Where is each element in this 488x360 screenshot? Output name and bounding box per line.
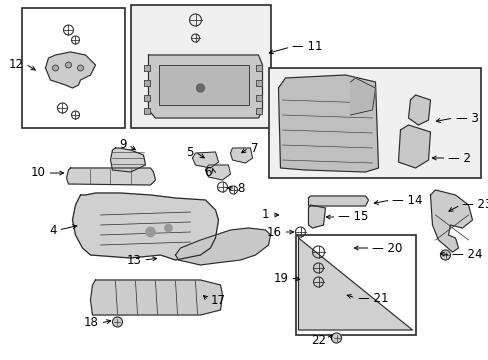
Bar (255, 95, 261, 101)
Text: 16: 16 (266, 225, 281, 238)
Text: 6: 6 (203, 166, 211, 179)
Bar (255, 80, 261, 86)
Polygon shape (350, 78, 375, 115)
Circle shape (196, 84, 204, 92)
Text: 9: 9 (119, 139, 126, 152)
Text: — 23: — 23 (462, 198, 488, 211)
Text: 8: 8 (237, 181, 244, 194)
Text: 7: 7 (250, 141, 258, 154)
Bar (255, 108, 261, 114)
Bar (143, 65, 149, 71)
Polygon shape (148, 55, 262, 118)
Text: 4: 4 (49, 224, 57, 237)
Polygon shape (278, 75, 378, 172)
Polygon shape (45, 52, 95, 88)
Polygon shape (308, 196, 368, 206)
Text: 17: 17 (210, 293, 225, 306)
Bar (143, 80, 149, 86)
Bar (255, 80, 261, 86)
Polygon shape (308, 205, 325, 228)
Bar (143, 95, 149, 101)
Bar (143, 80, 149, 86)
Bar (255, 65, 261, 71)
Bar (143, 95, 149, 101)
Text: 18: 18 (83, 316, 98, 329)
Text: 5: 5 (186, 145, 193, 158)
Bar (143, 108, 149, 114)
Polygon shape (407, 95, 429, 125)
Circle shape (145, 227, 155, 237)
Text: 13: 13 (126, 253, 141, 266)
Polygon shape (90, 280, 222, 315)
Text: 22: 22 (311, 333, 326, 346)
Polygon shape (72, 193, 218, 260)
Bar (130, 5, 270, 128)
Circle shape (52, 65, 59, 71)
Circle shape (331, 333, 341, 343)
Text: — 2: — 2 (447, 152, 470, 165)
Bar (22, 8, 125, 128)
Text: 10: 10 (31, 166, 45, 180)
Bar (268, 68, 480, 178)
Text: — 24: — 24 (451, 248, 482, 261)
Polygon shape (110, 148, 145, 172)
Circle shape (112, 317, 122, 327)
Bar (255, 65, 261, 71)
Bar (143, 108, 149, 114)
Circle shape (77, 65, 83, 71)
Circle shape (440, 250, 449, 260)
Polygon shape (429, 190, 471, 252)
Text: — 14: — 14 (392, 194, 422, 207)
Text: — 11: — 11 (292, 40, 323, 54)
Text: 19: 19 (273, 271, 288, 284)
Polygon shape (205, 165, 230, 180)
Text: — 20: — 20 (372, 242, 402, 255)
Bar (143, 65, 149, 71)
Text: — 3: — 3 (454, 112, 477, 125)
Bar (158, 65, 248, 105)
Polygon shape (398, 125, 429, 168)
Text: 12: 12 (8, 58, 23, 71)
Text: — 21: — 21 (357, 292, 387, 305)
Text: 1: 1 (262, 208, 269, 221)
Polygon shape (175, 228, 270, 265)
Polygon shape (66, 168, 155, 185)
Polygon shape (298, 238, 412, 330)
Bar (295, 235, 415, 335)
Bar (255, 95, 261, 101)
Polygon shape (230, 148, 252, 163)
Bar (255, 108, 261, 114)
Circle shape (164, 224, 172, 232)
Circle shape (65, 62, 71, 68)
Text: — 15: — 15 (338, 211, 368, 224)
Polygon shape (192, 152, 218, 168)
